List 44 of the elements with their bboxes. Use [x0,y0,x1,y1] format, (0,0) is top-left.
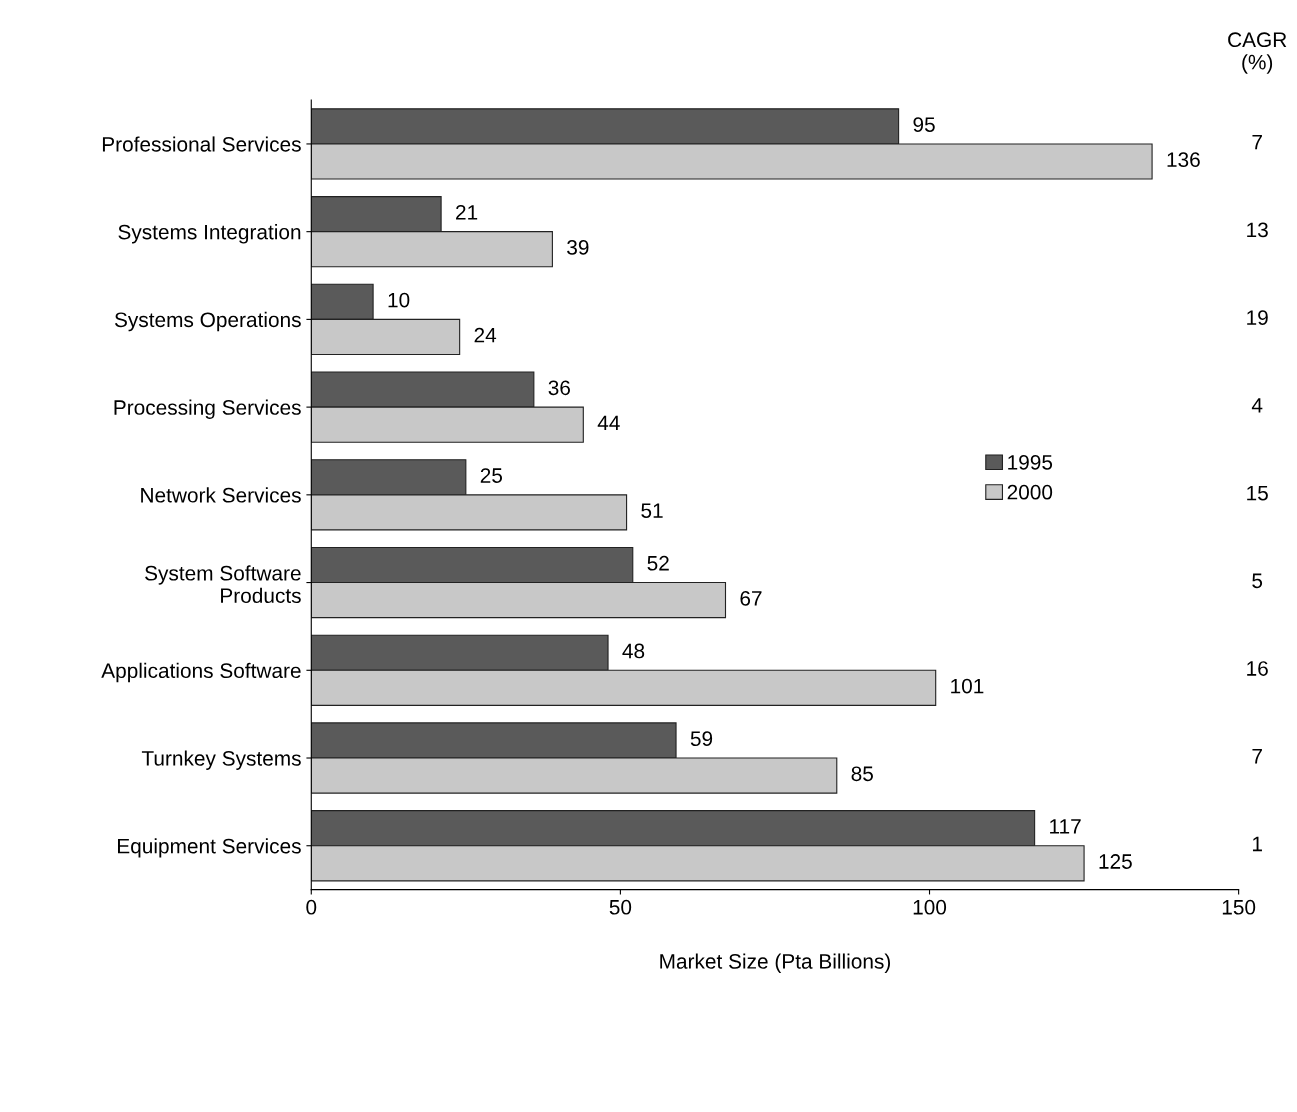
data-label: 36 [548,380,570,396]
x-axis-title: Market Size (Pta Billions) [660,953,891,973]
data-label: 125 [1099,854,1132,869]
data-label: 85 [851,766,873,782]
data-label: 25 [480,468,503,483]
text: 15 [1247,485,1268,501]
text: 5 [1252,573,1263,589]
data-label: 39 [567,240,589,255]
text: 7 [1252,749,1262,764]
data-label: 21 [456,204,478,220]
text: CAGR (%) [1228,32,1287,74]
data-label: 51 [641,503,663,518]
text: 4 [1251,398,1263,413]
data-label: 59 [690,731,713,747]
data-label: 95 [913,117,935,132]
legend-label: 2000 [1007,484,1053,500]
x-tick-label: 0 [306,899,317,915]
data-label: 136 [1167,152,1200,168]
x-tick-label: 150 [1222,899,1256,915]
y-tick-label: Equipment Services [118,838,301,858]
data-label: 44 [597,415,620,431]
x-tick-label: 100 [913,899,947,915]
y-tick-label: Professional Services [102,136,301,152]
y-tick-label: Processing Services [114,399,301,419]
legend-label: 1995 [1008,454,1053,470]
data-label: 117 [1050,819,1081,834]
y-tick-label: Systems Integration [118,224,301,244]
y-tick-label: Applications Software [101,662,301,683]
y-tick-label: Network Services [141,487,301,503]
data-label: 24 [474,327,497,343]
data-label: 101 [951,678,984,694]
y-tick-label: Turnkey Systems [141,750,301,770]
data-label: 52 [647,555,669,571]
y-tick-label: Systems Operations [114,311,301,332]
text: 1 [1252,836,1262,852]
data-label: 10 [388,292,410,308]
y-tick-label: System Software Products [145,565,301,604]
x-tick-label: 50 [609,899,632,915]
text: 19 [1247,310,1268,325]
text: 16 [1247,661,1268,676]
data-label: 48 [622,643,645,659]
text: 13 [1247,222,1268,238]
data-label: 67 [740,590,762,606]
text: 7 [1252,135,1262,150]
